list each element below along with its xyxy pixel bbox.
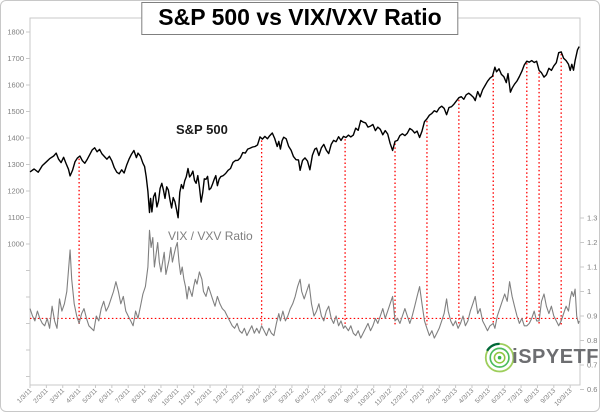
svg-text:3/3/11: 3/3/11 xyxy=(49,387,67,405)
svg-text:10/3/13: 10/3/13 xyxy=(553,387,574,408)
svg-text:0.7: 0.7 xyxy=(587,361,597,370)
svg-text:8/3/11: 8/3/11 xyxy=(131,387,149,405)
svg-text:0.8: 0.8 xyxy=(587,336,597,345)
svg-text:1.1: 1.1 xyxy=(587,263,597,272)
svg-text:1.2: 1.2 xyxy=(587,238,597,247)
ispyetf-logo: iSPYETF xyxy=(483,331,599,383)
svg-text:5/3/13: 5/3/13 xyxy=(474,387,492,405)
svg-text:1/3/12: 1/3/12 xyxy=(212,387,230,405)
left-axis: 1800 1700 1600 1500 1400 1300 1200 1100 1000 xyxy=(7,28,30,377)
svg-text:7/3/12: 7/3/12 xyxy=(310,387,328,405)
svg-text:1000: 1000 xyxy=(7,240,24,249)
svg-text:3/3/13: 3/3/13 xyxy=(441,387,459,405)
svg-text:7/3/11: 7/3/11 xyxy=(114,387,132,405)
event-vlines xyxy=(78,53,562,325)
svg-text:6/3/12: 6/3/12 xyxy=(294,387,312,405)
svg-text:5/3/12: 5/3/12 xyxy=(278,387,296,405)
ispyetf-logo-circles-icon xyxy=(484,342,515,373)
svg-text:1600: 1600 xyxy=(7,81,24,90)
svg-text:8/3/13: 8/3/13 xyxy=(523,387,541,405)
svg-text:1/3/11: 1/3/11 xyxy=(16,387,34,405)
svg-text:1200: 1200 xyxy=(7,187,24,196)
ratio-series-label: VIX / VXV Ratio xyxy=(168,229,253,243)
svg-text:0.6: 0.6 xyxy=(587,385,597,394)
svg-text:12/3/11: 12/3/11 xyxy=(194,387,214,407)
right-axis: 1.3 1.2 1.1 1 0.9 0.8 0.7 0.6 xyxy=(580,214,597,394)
svg-text:5/3/11: 5/3/11 xyxy=(81,387,99,405)
chart-title: S&P 500 vs VIX/VXV Ratio xyxy=(141,2,459,35)
svg-text:7/3/13: 7/3/13 xyxy=(507,387,525,405)
spx-series-label: S&P 500 xyxy=(176,122,228,137)
svg-text:6/3/13: 6/3/13 xyxy=(490,387,508,405)
svg-text:6/3/11: 6/3/11 xyxy=(98,387,116,405)
svg-text:1700: 1700 xyxy=(7,54,24,63)
svg-text:1.3: 1.3 xyxy=(587,214,597,223)
svg-text:1: 1 xyxy=(587,287,591,296)
svg-text:12/3/12: 12/3/12 xyxy=(390,387,411,408)
svg-text:2/3/12: 2/3/12 xyxy=(228,387,246,405)
svg-text:8/3/12: 8/3/12 xyxy=(327,387,345,405)
svg-text:4/3/13: 4/3/13 xyxy=(458,387,476,405)
svg-text:1300: 1300 xyxy=(7,160,24,169)
plot-border xyxy=(29,17,581,386)
svg-text:1100: 1100 xyxy=(8,213,24,222)
svg-text:2/3/11: 2/3/11 xyxy=(32,387,50,405)
svg-text:4/3/11: 4/3/11 xyxy=(65,387,83,405)
svg-text:10/3/11: 10/3/11 xyxy=(161,387,181,407)
ratio-line xyxy=(29,229,580,339)
svg-text:3/3/12: 3/3/12 xyxy=(245,387,263,405)
svg-text:1/3/13: 1/3/13 xyxy=(409,387,427,405)
ispyetf-logo-text: iSPYETF xyxy=(512,345,599,368)
svg-text:1800: 1800 xyxy=(7,28,24,37)
svg-text:4/3/12: 4/3/12 xyxy=(261,387,279,405)
svg-text:10/3/12: 10/3/12 xyxy=(357,387,378,408)
x-axis: 1/3/112/3/113/3/114/3/115/3/116/3/117/3/… xyxy=(16,385,574,408)
svg-text:1400: 1400 xyxy=(7,134,24,143)
svg-text:2/3/13: 2/3/13 xyxy=(425,387,443,405)
spx-line xyxy=(29,46,580,219)
svg-text:1500: 1500 xyxy=(7,107,24,116)
svg-text:0.9: 0.9 xyxy=(587,312,597,321)
